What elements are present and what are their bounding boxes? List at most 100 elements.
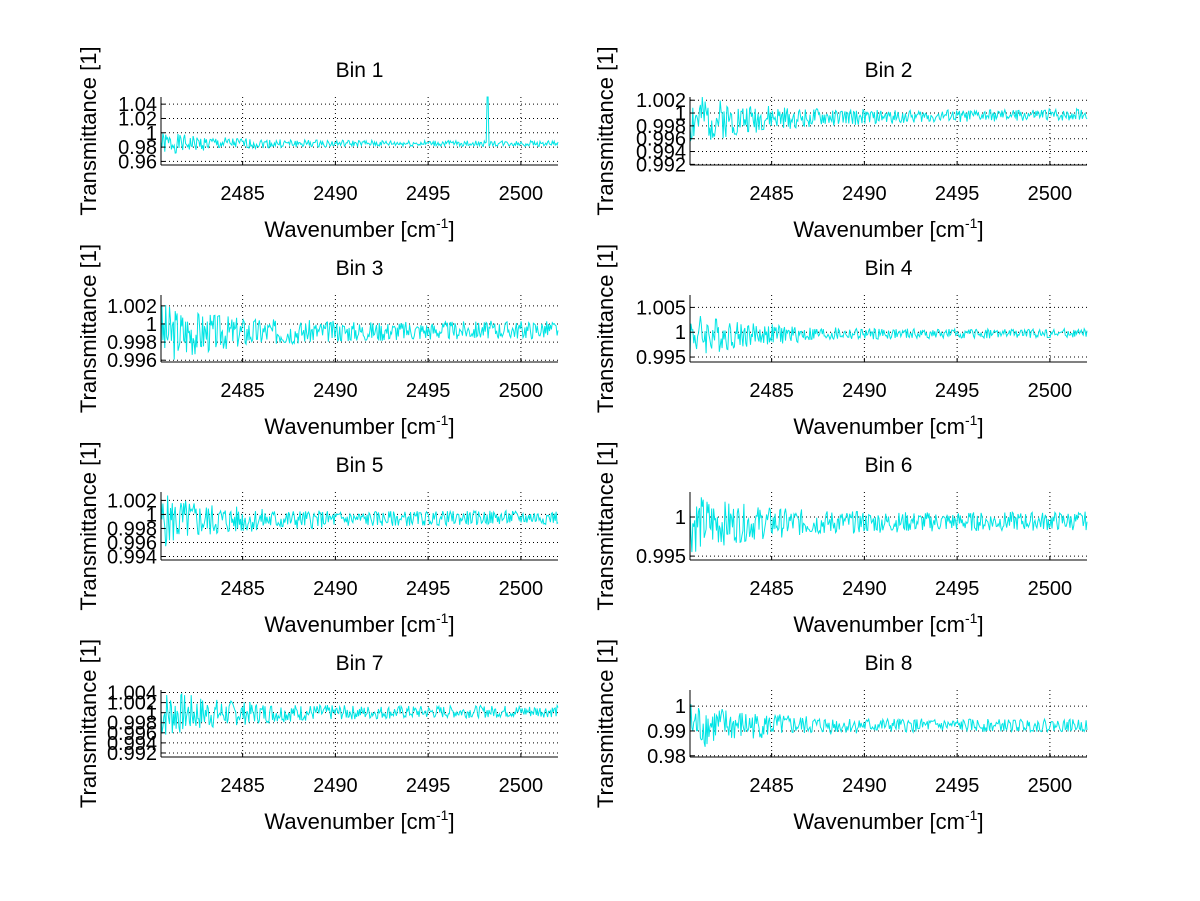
x-tick-label: 2485 (749, 578, 794, 600)
x-tick-label: 2485 (749, 183, 794, 205)
subplot-title: Bin 5 (336, 454, 384, 477)
x-tick-label: 2485 (749, 775, 794, 797)
x-tick-label: 2495 (935, 183, 980, 205)
subplot-title: Bin 1 (336, 59, 384, 82)
y-axis-label: Transmittance [1] (76, 441, 101, 610)
y-tick-label: 1.002 (107, 296, 157, 318)
series-line-1 (689, 96, 1088, 142)
x-tick-label: 2500 (1028, 183, 1073, 205)
x-axis-label: Wavenumber [cm-1] (793, 610, 983, 637)
y-tick-label: 1.002 (107, 490, 157, 512)
subplot-title: Bin 2 (865, 59, 913, 82)
y-tick-label: 1 (675, 507, 686, 529)
subplot-title: Bin 7 (336, 652, 384, 675)
y-tick-label: 1.002 (107, 693, 157, 715)
subplot-title: Bin 4 (865, 257, 913, 280)
y-axis-label: Transmittance [1] (76, 244, 101, 413)
y-axis-label: Transmittance [1] (593, 441, 618, 610)
y-tick-label: 0.98 (647, 746, 686, 768)
series-line-1 (160, 305, 559, 360)
x-tick-label: 2495 (935, 578, 980, 600)
x-axis-label: Wavenumber [cm-1] (264, 215, 454, 242)
x-tick-label: 2500 (1028, 775, 1073, 797)
series-line-1 (689, 497, 1088, 553)
x-tick-label: 2500 (499, 578, 544, 600)
x-tick-label: 2490 (313, 578, 358, 600)
x-tick-label: 2490 (842, 775, 887, 797)
x-tick-label: 2500 (499, 183, 544, 205)
x-tick-label: 2485 (220, 380, 265, 402)
x-tick-label: 2485 (220, 578, 265, 600)
y-tick-label: 0.996 (107, 532, 157, 554)
x-axis-label: Wavenumber [cm-1] (264, 610, 454, 637)
x-tick-label: 2485 (749, 380, 794, 402)
x-tick-label: 2490 (842, 183, 887, 205)
y-tick-label: 0.99 (647, 721, 686, 743)
x-tick-label: 2490 (842, 578, 887, 600)
y-tick-label: 0.994 (636, 142, 686, 164)
series-line-1 (160, 96, 559, 154)
y-tick-label: 1.005 (636, 297, 686, 319)
x-tick-label: 2495 (935, 775, 980, 797)
y-tick-label: 0.998 (107, 518, 157, 540)
series-line-1 (689, 704, 1088, 747)
subplot-8: 0.98 0.99 1 2485 2490 2495 2500 Bin 8 Wavenumber… (593, 639, 1088, 834)
y-tick-label: 1 (675, 103, 686, 125)
y-tick-label: 0.994 (107, 733, 157, 755)
y-tick-label: 1.04 (118, 94, 157, 116)
y-tick-label: 0.996 (636, 129, 686, 151)
x-axis-label: Wavenumber [cm-1] (264, 807, 454, 834)
x-axis-label: Wavenumber [cm-1] (264, 412, 454, 439)
y-tick-label: 0.992 (636, 154, 686, 176)
y-tick-label: 1 (146, 703, 157, 725)
y-tick-label: 1.02 (118, 108, 157, 130)
y-axis-label: Transmittance [1] (593, 46, 618, 215)
x-tick-label: 2490 (842, 380, 887, 402)
x-axis-label: Wavenumber [cm-1] (793, 215, 983, 242)
y-tick-label: 1.002 (636, 90, 686, 112)
y-tick-label: 0.998 (107, 332, 157, 354)
x-axis-label: Wavenumber [cm-1] (793, 412, 983, 439)
subplot-4: 0.995 1 1.005 2485 2490 2495 2500 Bin 4 Wavenumb… (593, 244, 1088, 439)
x-tick-label: 2490 (313, 183, 358, 205)
y-tick-label: 1 (146, 314, 157, 336)
y-tick-label: 0.996 (107, 350, 157, 372)
subplot-title: Bin 3 (336, 257, 384, 280)
y-tick-label: 1 (146, 123, 157, 145)
y-tick-label: 0.992 (107, 743, 157, 765)
y-tick-label: 0.98 (118, 137, 157, 159)
y-tick-label: 0.96 (118, 151, 157, 173)
x-tick-label: 2495 (406, 380, 451, 402)
x-tick-label: 2495 (406, 775, 451, 797)
x-tick-label: 2500 (499, 380, 544, 402)
y-tick-label: 1 (146, 504, 157, 526)
y-axis-label: Transmittance [1] (593, 639, 618, 808)
x-tick-label: 2485 (220, 775, 265, 797)
y-axis-label: Transmittance [1] (593, 244, 618, 413)
x-axis-label: Wavenumber [cm-1] (793, 807, 983, 834)
series-line-1 (160, 692, 559, 735)
x-tick-label: 2495 (406, 578, 451, 600)
x-tick-label: 2485 (220, 183, 265, 205)
x-tick-label: 2490 (313, 380, 358, 402)
x-tick-label: 2500 (1028, 578, 1073, 600)
y-axis-label: Transmittance [1] (76, 639, 101, 808)
y-tick-label: 0.998 (107, 713, 157, 735)
y-tick-label: 1 (675, 696, 686, 718)
subplot-title: Bin 6 (865, 454, 913, 477)
subplot-6: 0.995 1 2485 2490 2495 2500 Bin 6 Wavenumber [c… (593, 441, 1088, 637)
y-tick-label: 1 (675, 322, 686, 344)
x-tick-label: 2490 (313, 775, 358, 797)
y-tick-label: 1.004 (107, 683, 157, 705)
y-tick-label: 0.995 (636, 546, 686, 568)
y-tick-label: 0.995 (636, 347, 686, 369)
x-tick-label: 2500 (1028, 380, 1073, 402)
y-axis-label: Transmittance [1] (76, 46, 101, 215)
x-tick-label: 2495 (935, 380, 980, 402)
